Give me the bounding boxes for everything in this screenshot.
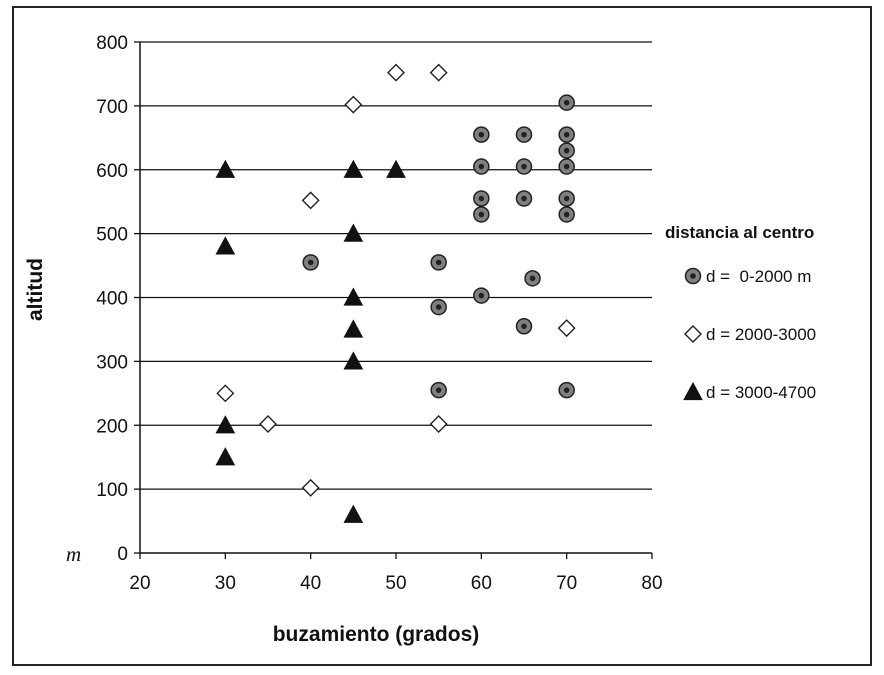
data-point-series-1 <box>473 190 490 207</box>
x-axis-title: buzamiento (grados) <box>273 623 480 646</box>
y-tick-label: 800 <box>96 33 128 54</box>
y-tick-label: 200 <box>96 416 128 437</box>
data-point-series-1 <box>558 206 575 223</box>
data-point-series-2 <box>301 191 320 210</box>
data-point-series-3 <box>215 159 236 178</box>
data-point-series-2 <box>387 63 405 82</box>
legend-marker-3 <box>683 381 703 401</box>
legend-label-3: d = 3000-4700 <box>706 383 816 402</box>
data-point-series-1 <box>515 158 533 175</box>
y-tick-label: 500 <box>96 225 128 246</box>
data-point-series-1 <box>515 126 533 143</box>
data-point-series-2 <box>429 63 448 82</box>
y-tick-labels: 0 100 200 300 400 500 600 700 800 <box>96 33 140 565</box>
y-tick-label: 700 <box>96 97 128 118</box>
y-tick-label: 0 <box>117 544 128 565</box>
data-point-series-3 <box>343 159 364 178</box>
data-point-series-3 <box>343 319 364 338</box>
data-point-series-2 <box>259 414 277 433</box>
data-point-series-2 <box>344 95 363 114</box>
data-point-series-1 <box>473 287 490 304</box>
data-point-series-2 <box>216 384 235 403</box>
data-point-series-1 <box>473 206 490 223</box>
legend-title: distancia al centro <box>665 223 814 242</box>
data-point-series-3 <box>386 159 406 178</box>
data-point-series-3 <box>343 504 364 523</box>
data-point-series-1 <box>558 142 575 159</box>
legend-marker-1 <box>684 267 702 285</box>
x-tick-label: 40 <box>300 573 321 594</box>
data-point-series-1 <box>430 298 447 316</box>
data-point-series-3 <box>215 415 236 434</box>
data-point-series-1 <box>302 254 319 271</box>
data-point-series-2 <box>557 319 576 338</box>
data-point-series-3 <box>343 287 364 306</box>
data-point-series-2 <box>301 478 320 497</box>
data-point-series-1 <box>473 158 490 175</box>
legend-label-2: d = 2000-3000 <box>706 325 816 344</box>
x-tick-label: 50 <box>385 573 406 594</box>
data-point-series-2 <box>429 414 448 433</box>
data-point-series-3 <box>215 447 236 466</box>
data-point-series-1 <box>430 381 447 399</box>
data-point-series-1 <box>558 158 575 175</box>
x-tick-label: 80 <box>641 573 662 594</box>
data-point-series-1 <box>473 126 490 143</box>
y-tick-label: 100 <box>96 480 128 501</box>
data-points <box>215 63 576 523</box>
data-point-series-1 <box>515 317 533 335</box>
data-point-series-1 <box>524 270 541 287</box>
y-unit-label: m <box>66 542 81 566</box>
x-tick-label: 70 <box>556 573 577 594</box>
legend-marker-2 <box>684 325 702 343</box>
x-tick-label: 60 <box>471 573 492 594</box>
data-point-series-1 <box>558 94 575 111</box>
legend-items: d = 0-2000 m d = 2000-3000 d = 3000-4700 <box>683 267 816 402</box>
data-point-series-3 <box>215 236 236 255</box>
y-tick-label: 400 <box>96 289 128 310</box>
legend-label-1: d = 0-2000 m <box>706 267 811 286</box>
y-tick-label: 600 <box>96 161 128 182</box>
chart-frame <box>12 6 872 666</box>
data-point-series-1 <box>515 190 533 207</box>
x-tick-label: 30 <box>215 573 236 594</box>
data-point-series-1 <box>558 381 575 399</box>
gridlines <box>140 41 652 490</box>
data-point-series-1 <box>558 190 575 207</box>
y-tick-label: 300 <box>96 352 128 373</box>
data-point-series-3 <box>343 351 364 370</box>
data-point-series-1 <box>430 254 447 271</box>
data-point-series-1 <box>558 126 575 143</box>
legend: distancia al centro d = 0-2000 m d = 2000… <box>665 223 816 402</box>
x-tick-labels: 20 30 40 50 60 70 80 <box>129 553 663 594</box>
data-point-series-3 <box>343 223 364 242</box>
x-tick-label: 20 <box>129 573 150 594</box>
y-axis-title: altitud <box>24 258 47 321</box>
